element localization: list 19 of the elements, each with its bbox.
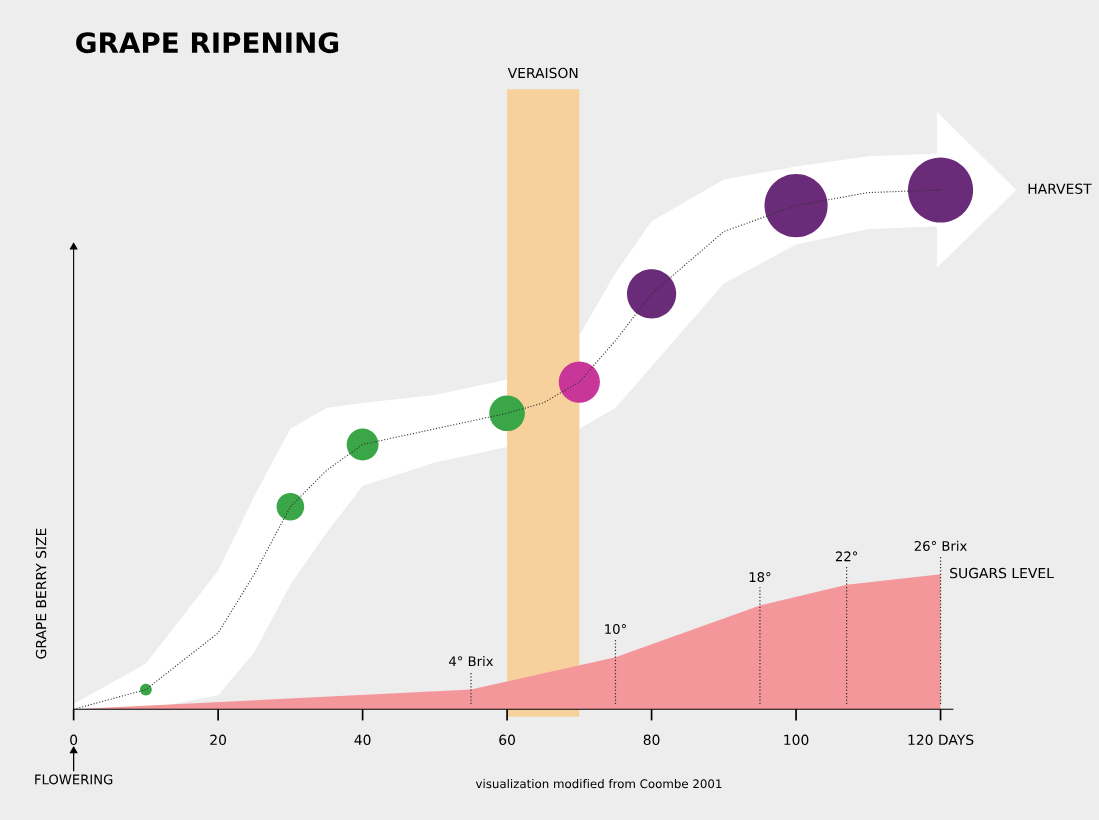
x-tick-label: 100 — [784, 734, 809, 746]
x-tick-label: 40 — [354, 734, 371, 746]
annotation: 26° Brix — [914, 540, 967, 551]
series-label: SUGARS LEVEL — [950, 567, 1054, 579]
band-label: VERAISON — [507, 67, 578, 79]
chart-title: GRAPE RIPENING — [76, 32, 339, 54]
y-axis-title: GRAPE BERRY SIZE — [35, 528, 47, 659]
x-tick-label: 0 — [70, 734, 78, 746]
x-tick-label: 120 DAYS — [908, 734, 974, 746]
text: HARVEST — [1028, 183, 1092, 194]
x-tick-label: 60 — [499, 734, 516, 746]
annotation: 10° — [605, 624, 626, 635]
x-tick-label: 80 — [643, 734, 660, 746]
x-tick-label: 20 — [210, 734, 227, 746]
annotation: 22° — [835, 551, 858, 562]
annotation: 18° — [749, 572, 771, 583]
text: visualization modified from Coombe 2001 — [475, 779, 722, 789]
annotation: 4° Brix — [449, 656, 494, 667]
annotation: FLOWERING — [35, 774, 113, 785]
